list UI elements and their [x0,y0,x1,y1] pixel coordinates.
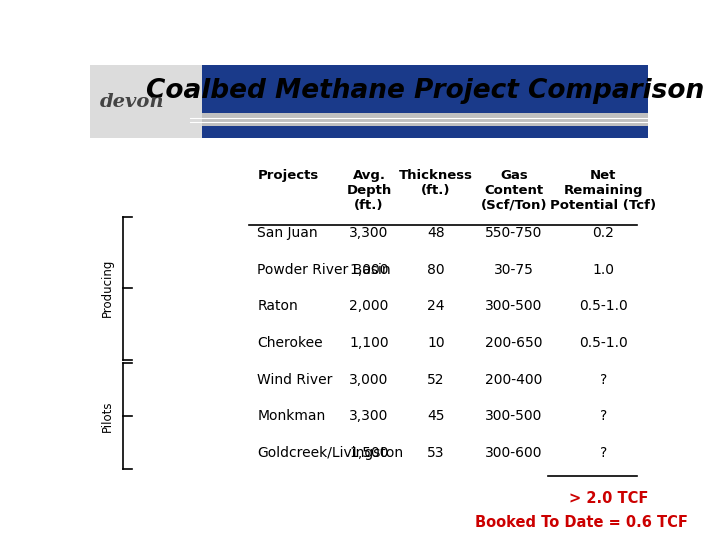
Text: 200-650: 200-650 [485,336,543,350]
Text: 3,000: 3,000 [349,373,389,387]
Text: Powder River Basin: Powder River Basin [258,263,391,277]
Text: 30-75: 30-75 [494,263,534,277]
Text: 3,300: 3,300 [349,409,389,423]
FancyBboxPatch shape [90,126,648,138]
Text: 300-500: 300-500 [485,409,543,423]
Text: Wind River: Wind River [258,373,333,387]
Text: Monkman: Monkman [258,409,325,423]
Text: Avg.
Depth
(ft.): Avg. Depth (ft.) [346,168,392,212]
Text: 300-600: 300-600 [485,446,543,460]
Text: 53: 53 [427,446,445,460]
Text: 0.2: 0.2 [593,226,614,240]
Text: Projects: Projects [258,168,319,182]
Text: 10: 10 [427,336,445,350]
Text: 2,000: 2,000 [349,299,389,313]
Text: Producing: Producing [102,259,114,318]
FancyBboxPatch shape [190,113,648,126]
Text: San Juan: San Juan [258,226,318,240]
Text: Raton: Raton [258,299,298,313]
Text: Cherokee: Cherokee [258,336,323,350]
Text: 300-500: 300-500 [485,299,543,313]
Text: Coalbed Methane Project Comparison: Coalbed Methane Project Comparison [145,78,704,104]
Text: ?: ? [600,446,607,460]
Text: Pilots: Pilots [102,400,114,432]
Text: > 2.0 TCF: > 2.0 TCF [570,491,649,507]
FancyBboxPatch shape [90,65,202,138]
Text: ?: ? [600,373,607,387]
Text: 1,000: 1,000 [349,263,389,277]
Text: 1,500: 1,500 [349,446,389,460]
Text: Net
Remaining
Potential (Tcf): Net Remaining Potential (Tcf) [550,168,657,212]
Text: 80: 80 [427,263,445,277]
Text: 200-400: 200-400 [485,373,543,387]
FancyBboxPatch shape [90,65,648,114]
Text: 48: 48 [427,226,445,240]
Text: 24: 24 [427,299,445,313]
Text: 52: 52 [427,373,445,387]
Text: ?: ? [600,409,607,423]
Text: 1,100: 1,100 [349,336,389,350]
Text: 0.5-1.0: 0.5-1.0 [579,336,628,350]
Text: 0.5-1.0: 0.5-1.0 [579,299,628,313]
Text: 45: 45 [427,409,445,423]
Text: 1.0: 1.0 [593,263,614,277]
Text: devon: devon [99,93,164,111]
Text: 550-750: 550-750 [485,226,543,240]
Text: 3,300: 3,300 [349,226,389,240]
Text: Booked To Date = 0.6 TCF: Booked To Date = 0.6 TCF [474,515,688,530]
Text: Goldcreek/Livingston: Goldcreek/Livingston [258,446,403,460]
Text: Thickness
(ft.): Thickness (ft.) [399,168,473,197]
Text: Gas
Content
(Scf/Ton): Gas Content (Scf/Ton) [481,168,547,212]
